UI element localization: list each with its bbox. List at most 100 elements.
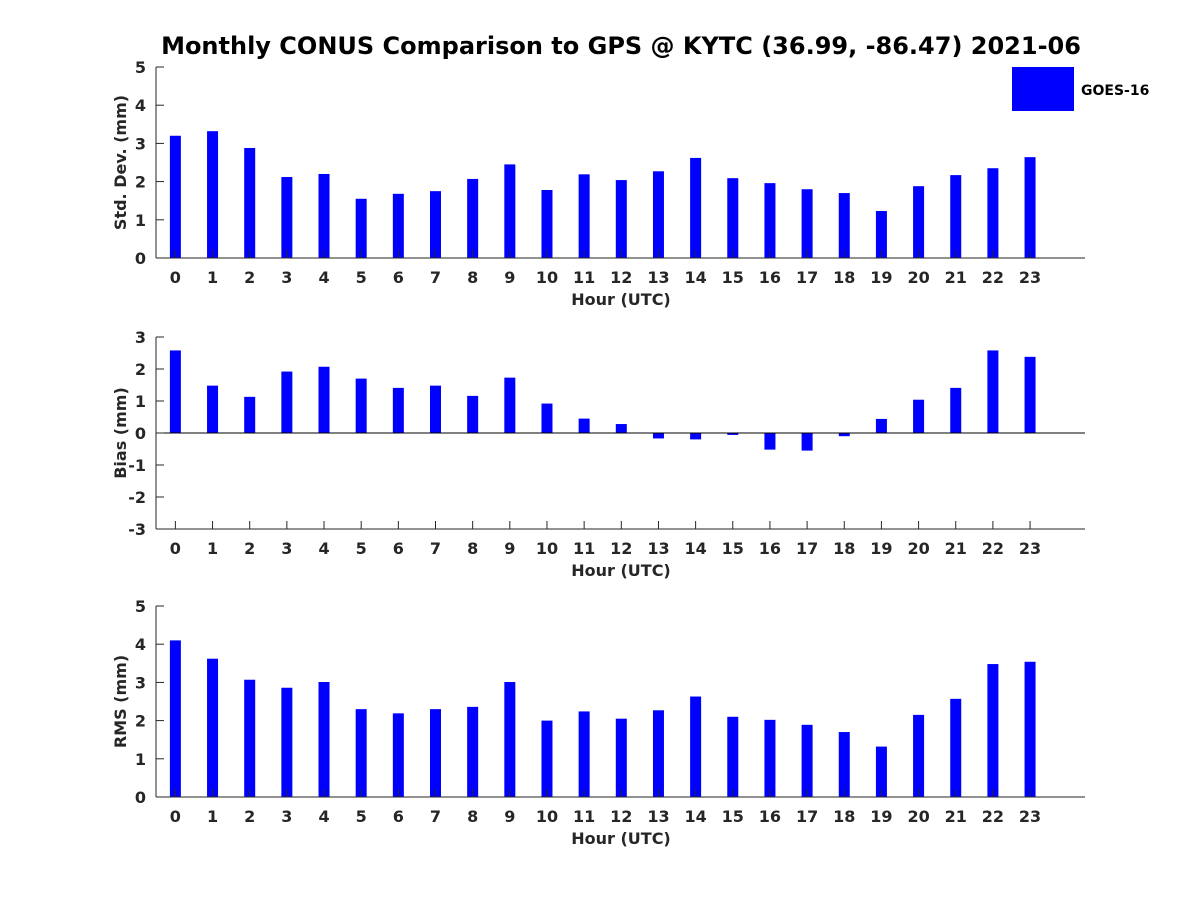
bar — [467, 706, 479, 797]
bar — [801, 189, 813, 258]
bar — [987, 664, 999, 797]
x-tick-label: 14 — [684, 268, 706, 287]
bar — [875, 746, 887, 797]
y-tick-label: 4 — [135, 96, 146, 115]
x-tick-label: 0 — [170, 268, 181, 287]
chart-title: Monthly CONUS Comparison to GPS @ KYTC (… — [161, 32, 1081, 60]
y-axis-label: Bias (mm) — [111, 387, 130, 479]
x-axis-label: Hour (UTC) — [571, 290, 671, 309]
y-tick-label: 5 — [135, 597, 146, 616]
y-tick-label: 4 — [135, 635, 146, 654]
y-tick-label: 1 — [135, 750, 146, 769]
x-tick-label: 11 — [573, 807, 595, 826]
legend-swatch — [1012, 67, 1074, 111]
y-tick-label: 3 — [135, 673, 146, 692]
bar — [244, 396, 256, 433]
x-tick-label: 20 — [907, 807, 929, 826]
bar — [169, 135, 181, 258]
x-tick-label: 23 — [1019, 807, 1041, 826]
x-tick-label: 21 — [945, 807, 967, 826]
bar — [652, 710, 664, 797]
subplot-3: 0 1 2 3 4 5 6 7 8 9 10 11 12 13 14 15 16 17 18 19 20 21 22 2301… — [111, 597, 1085, 848]
bar — [355, 198, 367, 258]
bar — [1024, 356, 1036, 433]
bar — [801, 433, 813, 451]
bar — [764, 719, 776, 797]
y-axis-label: Std. Dev. (mm) — [111, 95, 130, 230]
subplot-2: 0 1 2 3 4 5 6 7 8 9 10 11 12 13 14 15 16 17 18 19 20 21 22 23-3… — [111, 328, 1085, 580]
x-tick-label: 9 — [504, 807, 515, 826]
bar — [541, 190, 553, 258]
bar — [541, 720, 553, 797]
bar — [207, 131, 219, 258]
x-tick-label: 14 — [684, 539, 706, 558]
y-tick-label: -1 — [128, 456, 146, 475]
bar — [838, 732, 850, 797]
bar — [244, 147, 256, 258]
x-tick-label: 23 — [1019, 539, 1041, 558]
x-tick-label: 18 — [833, 268, 855, 287]
x-tick-label: 18 — [833, 539, 855, 558]
y-tick-label: 0 — [135, 424, 146, 443]
bar — [987, 350, 999, 433]
x-tick-label: 8 — [467, 268, 478, 287]
x-tick-label: 12 — [610, 807, 632, 826]
bar — [615, 718, 627, 797]
x-axis-label: Hour (UTC) — [571, 561, 671, 580]
x-tick-label: 12 — [610, 268, 632, 287]
bar — [652, 171, 664, 258]
bar — [578, 418, 590, 433]
bar — [727, 433, 739, 435]
bar — [430, 191, 441, 258]
bar — [430, 709, 441, 797]
bar — [392, 713, 404, 797]
x-tick-label: 10 — [536, 268, 558, 287]
x-tick-label: 6 — [393, 807, 404, 826]
x-tick-label: 19 — [870, 268, 892, 287]
bar — [281, 371, 293, 433]
x-tick-label: 4 — [318, 539, 329, 558]
bar — [207, 658, 219, 797]
bar — [727, 178, 739, 258]
x-tick-label: 1 — [207, 539, 218, 558]
x-tick-label: 15 — [722, 539, 744, 558]
x-tick-label: 15 — [722, 807, 744, 826]
bar — [281, 687, 293, 797]
bar — [318, 682, 330, 797]
bar — [318, 173, 330, 258]
y-tick-label: 1 — [135, 211, 146, 230]
y-tick-label: 5 — [135, 58, 146, 77]
x-tick-label: 16 — [759, 539, 781, 558]
bar — [913, 186, 925, 258]
x-tick-label: 11 — [573, 539, 595, 558]
x-tick-label: 2 — [244, 807, 255, 826]
bar — [838, 193, 850, 258]
bar — [913, 399, 925, 433]
x-tick-label: 13 — [647, 268, 669, 287]
x-tick-label: 23 — [1019, 268, 1041, 287]
bar — [615, 180, 627, 258]
x-tick-label: 12 — [610, 539, 632, 558]
legend: GOES-16 — [1012, 67, 1149, 111]
x-tick-label: 10 — [536, 539, 558, 558]
bar — [987, 168, 999, 258]
bar — [950, 698, 962, 797]
bar — [169, 350, 181, 433]
bar — [355, 709, 367, 797]
x-tick-label: 1 — [207, 268, 218, 287]
bar — [727, 716, 739, 797]
bar — [764, 183, 776, 258]
bar — [801, 724, 813, 797]
bar — [392, 193, 404, 258]
x-tick-label: 1 — [207, 807, 218, 826]
x-tick-label: 4 — [318, 807, 329, 826]
x-tick-label: 19 — [870, 539, 892, 558]
x-tick-label: 8 — [467, 807, 478, 826]
y-tick-label: 2 — [135, 173, 146, 192]
x-tick-label: 7 — [430, 807, 441, 826]
x-tick-label: 13 — [647, 539, 669, 558]
x-tick-label: 6 — [393, 268, 404, 287]
bar — [392, 387, 404, 433]
x-tick-label: 15 — [722, 268, 744, 287]
